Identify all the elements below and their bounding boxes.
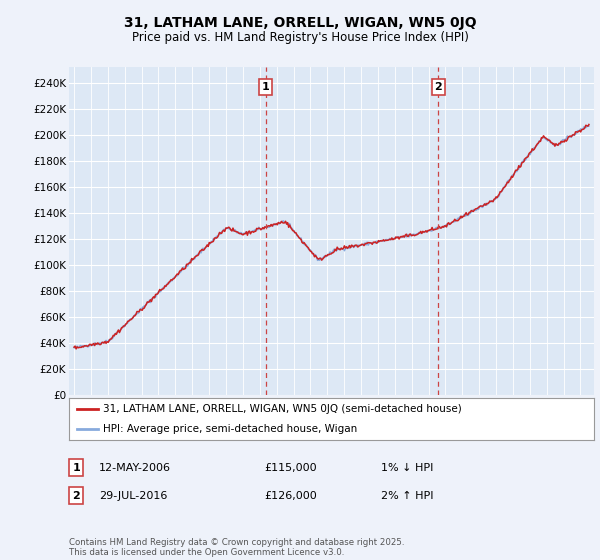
Text: 1: 1 <box>262 82 270 92</box>
Text: 2: 2 <box>434 82 442 92</box>
Text: 2% ↑ HPI: 2% ↑ HPI <box>381 491 433 501</box>
Text: £115,000: £115,000 <box>264 463 317 473</box>
Text: 31, LATHAM LANE, ORRELL, WIGAN, WN5 0JQ: 31, LATHAM LANE, ORRELL, WIGAN, WN5 0JQ <box>124 16 476 30</box>
Text: £126,000: £126,000 <box>264 491 317 501</box>
Text: 1% ↓ HPI: 1% ↓ HPI <box>381 463 433 473</box>
Text: 2: 2 <box>73 491 80 501</box>
Text: 12-MAY-2006: 12-MAY-2006 <box>99 463 171 473</box>
Text: 1: 1 <box>73 463 80 473</box>
Text: HPI: Average price, semi-detached house, Wigan: HPI: Average price, semi-detached house,… <box>103 424 358 434</box>
Text: Price paid vs. HM Land Registry's House Price Index (HPI): Price paid vs. HM Land Registry's House … <box>131 31 469 44</box>
Text: 31, LATHAM LANE, ORRELL, WIGAN, WN5 0JQ (semi-detached house): 31, LATHAM LANE, ORRELL, WIGAN, WN5 0JQ … <box>103 404 462 414</box>
Text: 29-JUL-2016: 29-JUL-2016 <box>99 491 167 501</box>
Text: Contains HM Land Registry data © Crown copyright and database right 2025.
This d: Contains HM Land Registry data © Crown c… <box>69 538 404 557</box>
